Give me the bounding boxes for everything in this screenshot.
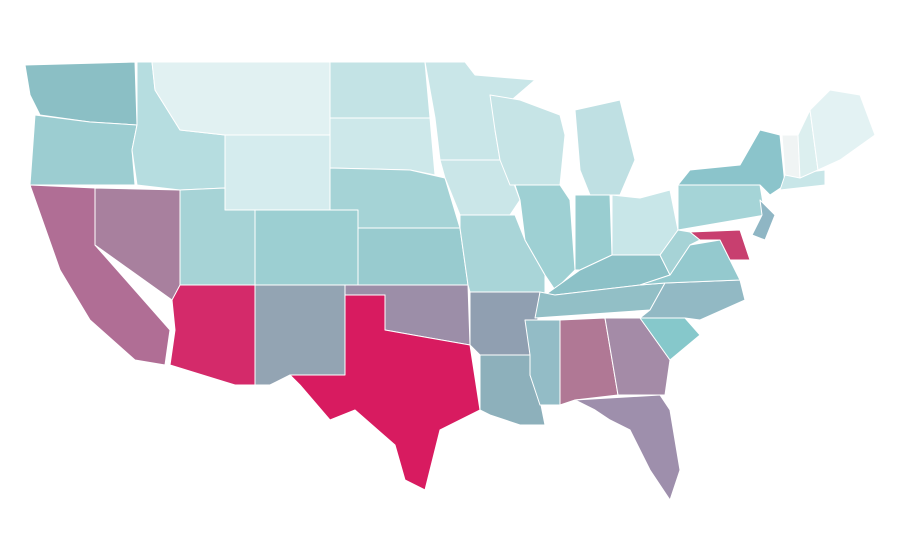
state-region xyxy=(29,114,138,186)
state-region xyxy=(254,284,346,386)
state-region xyxy=(689,229,751,261)
state-region xyxy=(329,117,436,176)
state-region xyxy=(574,99,636,196)
state-region xyxy=(169,284,256,386)
state-region xyxy=(151,61,331,136)
state-region xyxy=(677,129,786,196)
state-region xyxy=(809,89,876,171)
state-region xyxy=(781,134,801,179)
state-region xyxy=(751,199,776,241)
state-region xyxy=(559,317,619,406)
state-region xyxy=(289,294,481,491)
state-region xyxy=(329,61,431,119)
state-region xyxy=(357,227,469,286)
state-region xyxy=(677,184,766,231)
state-region xyxy=(224,134,331,211)
state-region xyxy=(574,394,681,501)
state-region xyxy=(254,209,359,286)
